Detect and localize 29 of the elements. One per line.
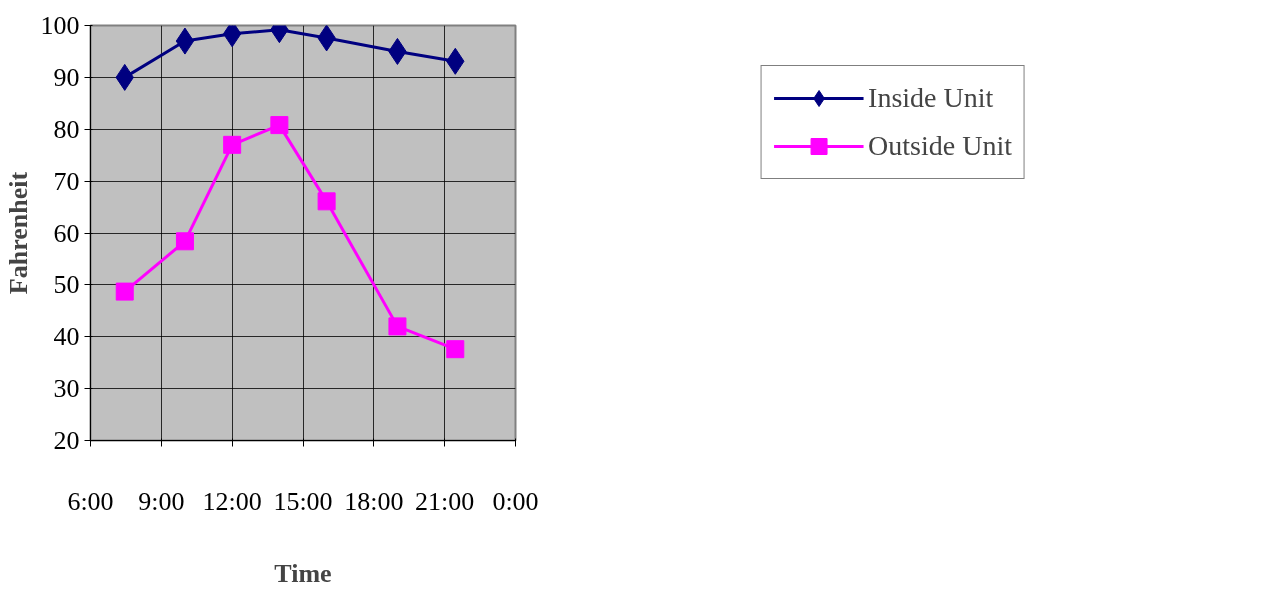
point (175, 27, 195, 55)
point (115, 282, 134, 301)
y-tick-label: 70 (53, 166, 80, 196)
point (446, 340, 465, 359)
y-axis-title: Fahrenheit (3, 171, 33, 295)
y-tick-label: 100 (40, 11, 80, 40)
y-tick-label: 80 (53, 114, 80, 144)
point (223, 135, 242, 154)
y-tick-label: 40 (53, 322, 80, 352)
y-tick-label: 60 (53, 218, 80, 248)
legend-label: Inside Unit (868, 82, 994, 114)
point (388, 317, 407, 336)
x-tick-label: 21:00 (415, 486, 475, 516)
x-tick-label: 0:00 (492, 486, 539, 516)
x-tick-label: 6:00 (67, 486, 114, 516)
x-axis-title: Time (274, 558, 332, 588)
x-tick-label: 12:00 (202, 486, 262, 516)
y-tick-label: 90 (53, 62, 80, 92)
y-tick-label: 50 (53, 270, 80, 300)
point (270, 116, 289, 135)
y-tick-label: 30 (53, 374, 80, 404)
point (317, 192, 336, 211)
x-tick-label: 9:00 (138, 486, 185, 516)
x-tick-label: 15:00 (273, 486, 333, 516)
point (317, 25, 336, 52)
legend-label: Outside Unit (868, 130, 1012, 162)
x-tick-label: 18:00 (344, 486, 404, 516)
point (175, 232, 194, 251)
y-tick-label: 20 (53, 426, 80, 455)
